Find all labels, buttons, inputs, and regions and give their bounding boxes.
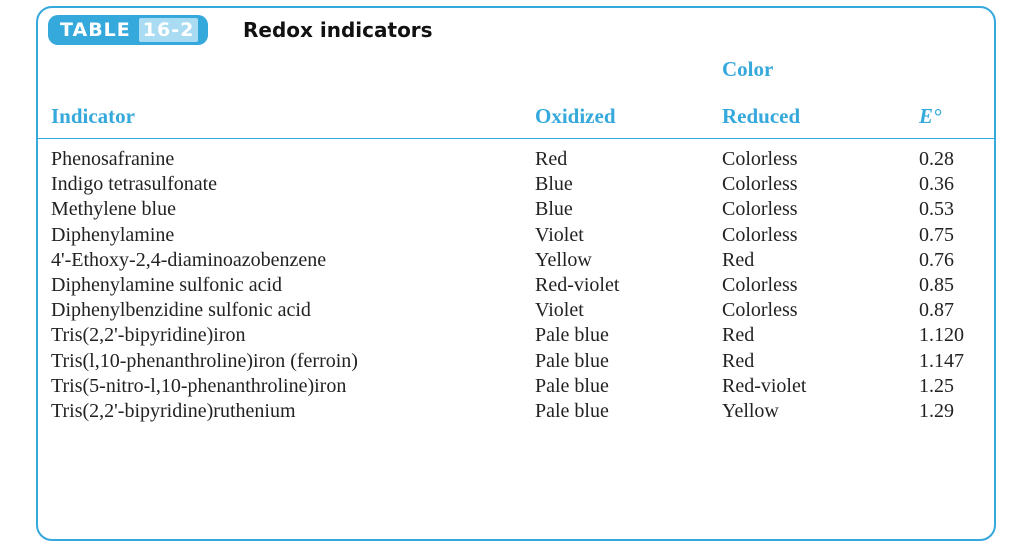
color-group-header: Color: [722, 57, 774, 81]
cell-e: 1.147: [919, 349, 964, 372]
cell-e: 1.29: [919, 399, 954, 422]
table-row: Diphenylamine Violet Colorless 0.75: [0, 224, 1024, 249]
cell-e: 0.87: [919, 299, 954, 322]
cell-e: 0.28: [919, 148, 954, 170]
table-row: Tris(2,2'-bipyridine)iron Pale blue Red …: [0, 324, 1024, 349]
table-row: Tris(2,2'-bipyridine)ruthenium Pale blue…: [0, 400, 1024, 425]
cell-indicator: Tris(5-nitro-l,10-phenanthroline)iron: [51, 374, 347, 397]
cell-reduced: Colorless: [722, 299, 798, 322]
cell-indicator: Tris(2,2'-bipyridine)ruthenium: [51, 399, 296, 422]
cell-indicator: Indigo tetrasulfonate: [51, 173, 218, 196]
cell-oxidized: Pale blue: [535, 324, 609, 347]
table-row: Tris(l,10-phenanthroline)iron (ferroin) …: [0, 350, 1024, 375]
table-label-number: 16-2: [138, 18, 199, 42]
cell-oxidized: Pale blue: [535, 349, 609, 372]
cell-indicator: Diphenylamine: [51, 223, 175, 246]
cell-indicator: Tris(l,10-phenanthroline)iron (ferroin): [51, 349, 358, 372]
table-row: Phenosafranine Red Colorless 0.28: [0, 148, 1024, 173]
table-row: 4'-Ethoxy-2,4-diaminoazobenzene Yellow R…: [0, 249, 1024, 274]
cell-reduced: Colorless: [722, 148, 798, 170]
cell-oxidized: Blue: [535, 173, 573, 196]
cell-indicator: Diphenylbenzidine sulfonic acid: [51, 299, 311, 322]
cell-oxidized: Yellow: [535, 248, 592, 271]
cell-oxidized: Pale blue: [535, 399, 609, 422]
table-row: Diphenylamine sulfonic acid Red-violet C…: [0, 274, 1024, 299]
cell-e: 0.85: [919, 273, 954, 296]
cell-reduced: Red: [722, 349, 755, 372]
column-header-reduced: Reduced: [722, 104, 801, 128]
table-label-badge: TABLE 16-2: [48, 15, 209, 45]
cell-oxidized: Violet: [535, 223, 584, 246]
cell-e: 1.25: [919, 374, 954, 397]
header-rule: [38, 138, 994, 139]
table-frame: [36, 6, 996, 541]
cell-reduced: Colorless: [722, 173, 798, 196]
table-body: Phenosafranine Red Colorless 0.28 Indigo…: [0, 148, 1024, 425]
cell-reduced: Colorless: [722, 198, 798, 221]
cell-reduced: Red: [722, 324, 755, 347]
cell-indicator: Diphenylamine sulfonic acid: [51, 273, 283, 296]
cell-e: 1.120: [919, 324, 964, 347]
cell-reduced: Colorless: [722, 223, 798, 246]
column-header-indicator: Indicator: [51, 104, 135, 128]
cell-indicator: Methylene blue: [51, 198, 176, 221]
table-row: Diphenylbenzidine sulfonic acid Violet C…: [0, 299, 1024, 324]
table-row: Tris(5-nitro-l,10-phenanthroline)iron Pa…: [0, 375, 1024, 400]
cell-oxidized: Pale blue: [535, 374, 609, 397]
cell-indicator: 4'-Ethoxy-2,4-diaminoazobenzene: [51, 248, 327, 271]
cell-oxidized: Red-violet: [535, 273, 620, 296]
cell-reduced: Red: [722, 248, 755, 271]
cell-e: 0.36: [919, 173, 954, 196]
cell-indicator: Phenosafranine: [51, 148, 175, 170]
table-label-word: TABLE: [60, 19, 131, 41]
cell-e: 0.75: [919, 223, 954, 246]
table-caption: Redox indicators: [243, 18, 433, 42]
column-header-e-standard: E°: [919, 104, 942, 128]
table-row: Indigo tetrasulfonate Blue Colorless 0.3…: [0, 173, 1024, 198]
cell-reduced: Red-violet: [722, 374, 807, 397]
cell-reduced: Colorless: [722, 273, 798, 296]
cell-oxidized: Blue: [535, 198, 573, 221]
cell-reduced: Yellow: [722, 399, 779, 422]
cell-e: 0.76: [919, 248, 954, 271]
table-row: Methylene blue Blue Colorless 0.53: [0, 198, 1024, 223]
cell-oxidized: Red: [535, 148, 568, 170]
column-header-oxidized: Oxidized: [535, 104, 616, 128]
cell-e: 0.53: [919, 198, 954, 221]
cell-oxidized: Violet: [535, 299, 584, 322]
cell-indicator: Tris(2,2'-bipyridine)iron: [51, 324, 246, 347]
